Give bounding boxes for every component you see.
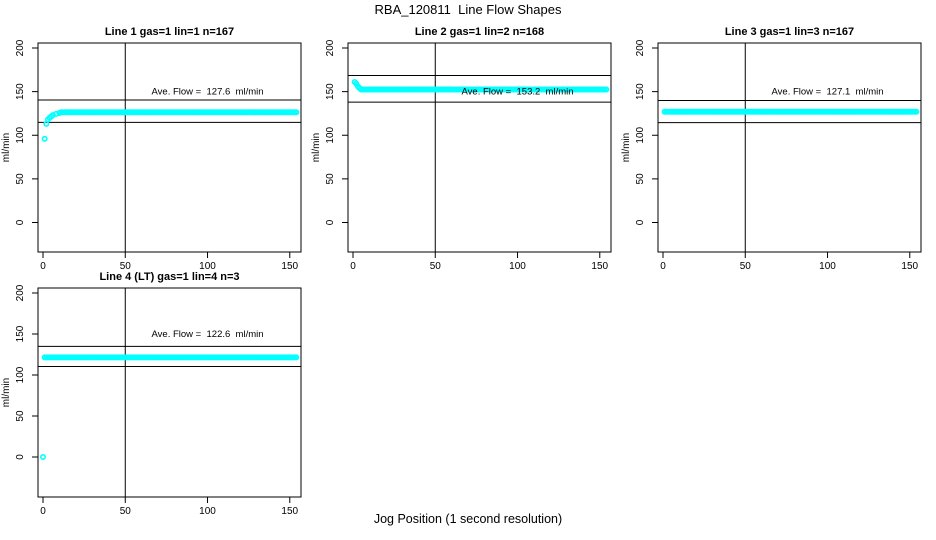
y-axis-label: ml/min xyxy=(1,378,12,407)
y-tick-label: 100 xyxy=(15,366,26,383)
subplot-title: Line 1 gas=1 lin=1 n=167 xyxy=(105,26,234,38)
x-tick-label: 50 xyxy=(740,261,752,272)
subplot-2: Line 2 gas=1 lin=2 n=168 Ave. Flow = 153.… xyxy=(311,26,612,272)
plot-box xyxy=(37,287,302,498)
y-tick-label: 50 xyxy=(15,410,26,422)
x-tick-label: 0 xyxy=(660,261,666,272)
subplot-1: Line 1 gas=1 lin=1 n=167 Ave. Flow = 127.… xyxy=(1,26,302,272)
subplot-3: Line 3 gas=1 lin=3 n=167 Ave. Flow = 127.… xyxy=(621,26,922,272)
y-tick-label: 0 xyxy=(325,219,336,225)
y-tick-label: 150 xyxy=(325,83,336,100)
y-axis-label: ml/min xyxy=(1,133,12,162)
x-tick-label: 100 xyxy=(819,261,836,272)
x-tick-label: 150 xyxy=(281,506,298,517)
figure-title: RBA_120811 Line Flow Shapes xyxy=(374,2,562,17)
y-tick-label: 100 xyxy=(15,126,26,143)
y-tick-label: 0 xyxy=(15,219,26,225)
x-tick-label: 150 xyxy=(591,261,608,272)
x-tick-label: 0 xyxy=(40,506,46,517)
subplot-title: Line 2 gas=1 lin=2 n=168 xyxy=(415,26,544,38)
data-points xyxy=(41,109,300,142)
x-tick-label: 50 xyxy=(430,261,442,272)
y-tick-label: 150 xyxy=(635,83,646,100)
subplot-title: Line 4 (LT) gas=1 lin=4 n=3 xyxy=(99,271,239,283)
data-points xyxy=(661,108,920,115)
x-tick-label: 0 xyxy=(350,261,356,272)
y-tick-label: 0 xyxy=(635,219,646,225)
subplot-title: Line 3 gas=1 lin=3 n=167 xyxy=(725,26,854,38)
x-axis-label: Jog Position (1 second resolution) xyxy=(373,512,563,526)
x-tick-label: 100 xyxy=(199,506,216,517)
y-tick-label: 200 xyxy=(635,39,646,56)
x-tick-label: 100 xyxy=(199,261,216,272)
y-axis-label: ml/min xyxy=(621,133,632,162)
y-tick-label: 50 xyxy=(325,173,336,185)
x-tick-label: 50 xyxy=(120,261,132,272)
y-tick-label: 50 xyxy=(635,173,646,185)
plot-box xyxy=(657,42,922,253)
y-axis-label: ml/min xyxy=(311,133,322,162)
y-tick-label: 200 xyxy=(15,39,26,56)
plot-box xyxy=(347,42,612,253)
ave-flow-annotation: Ave. Flow = 127.6 ml/min xyxy=(152,87,264,98)
x-tick-label: 100 xyxy=(509,261,526,272)
x-tick-label: 150 xyxy=(281,261,298,272)
data-points xyxy=(351,79,610,93)
y-tick-label: 200 xyxy=(15,284,26,301)
y-tick-label: 100 xyxy=(325,126,336,143)
x-tick-label: 150 xyxy=(901,261,918,272)
ave-flow-annotation: Ave. Flow = 127.1 ml/min xyxy=(772,87,884,98)
subplot-4: Line 4 (LT) gas=1 lin=4 n=3 Ave. Flow = 1… xyxy=(1,271,302,517)
data-points xyxy=(39,354,300,460)
y-tick-label: 50 xyxy=(15,173,26,185)
ave-flow-annotation: Ave. Flow = 122.6 ml/min xyxy=(152,329,264,340)
y-tick-label: 150 xyxy=(15,83,26,100)
y-tick-label: 0 xyxy=(15,454,26,460)
y-tick-label: 200 xyxy=(325,39,336,56)
ave-flow-annotation: Ave. Flow = 153.2 ml/min xyxy=(462,87,574,98)
y-tick-label: 150 xyxy=(15,325,26,342)
y-tick-label: 100 xyxy=(635,126,646,143)
x-tick-label: 50 xyxy=(120,506,132,517)
x-tick-label: 0 xyxy=(40,261,46,272)
plot-box xyxy=(37,42,302,253)
